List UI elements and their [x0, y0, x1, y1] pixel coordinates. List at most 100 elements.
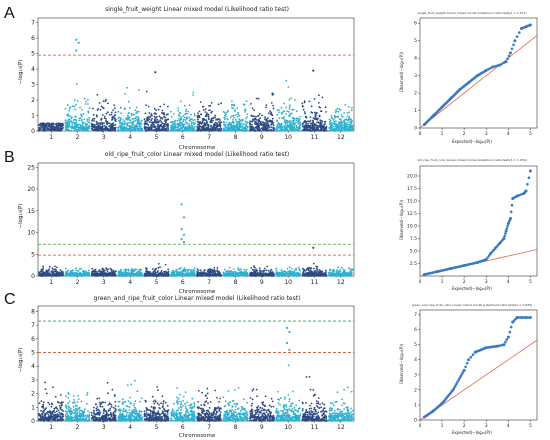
snp-point [81, 108, 83, 111]
snp-point [234, 118, 237, 120]
snp-point [125, 126, 127, 129]
snp-point [185, 127, 188, 130]
snp-point [128, 128, 131, 131]
snp-point [265, 123, 267, 126]
snp-point [40, 129, 43, 132]
snp-point [213, 125, 216, 127]
snp-point [324, 121, 326, 123]
snp-point [139, 268, 141, 271]
snp-point [218, 121, 220, 123]
x-axis-label: Chromosome [179, 289, 216, 295]
snp-point [213, 267, 216, 269]
snp-point [253, 128, 256, 131]
snp-point [238, 124, 241, 126]
snp-point [210, 120, 213, 123]
snp-point [174, 127, 176, 129]
snp-point [299, 115, 302, 118]
snp-point [335, 120, 337, 123]
snp-point [53, 129, 55, 132]
snp-point [224, 123, 227, 126]
snp-point [316, 117, 319, 120]
snp-point [278, 272, 280, 274]
snp-point [244, 270, 247, 272]
snp-point [51, 128, 53, 130]
snp-point [51, 126, 54, 129]
snp-point [288, 108, 291, 110]
snp-point [183, 129, 185, 132]
snp-point [66, 273, 69, 275]
snp-point [287, 86, 290, 88]
snp-point [186, 112, 189, 115]
snp-point [164, 119, 166, 121]
snp-point [319, 123, 321, 126]
snp-point [84, 103, 87, 105]
snp-point [201, 275, 204, 277]
snp-point [283, 127, 286, 130]
snp-point [213, 116, 216, 119]
snp-point [48, 124, 51, 127]
snp-point [349, 128, 352, 131]
snp-point [75, 103, 77, 106]
snp-point [289, 114, 291, 117]
snp-point [344, 127, 347, 130]
snp-point [264, 116, 266, 119]
snp-point [320, 110, 323, 112]
snp-point [42, 123, 45, 126]
snp-point [226, 275, 229, 277]
snp-point [259, 117, 261, 120]
snp-point [153, 273, 156, 276]
snp-point [336, 107, 339, 110]
snp-point [117, 117, 119, 120]
snp-point [165, 129, 168, 132]
snp-point [199, 269, 202, 272]
snp-point [196, 274, 198, 277]
snp-point [277, 274, 279, 277]
snp-point [156, 118, 159, 121]
snp-point [41, 122, 44, 125]
snp-point [43, 125, 46, 128]
snp-point [94, 269, 96, 271]
snp-point [328, 120, 331, 123]
snp-point [91, 118, 94, 121]
snp-point [196, 272, 199, 275]
snp-point [236, 122, 238, 125]
snp-point [144, 112, 147, 115]
snp-point [167, 127, 170, 130]
snp-point [249, 128, 251, 131]
snp-point [263, 267, 266, 270]
snp-point [245, 100, 248, 103]
outlier-point [75, 38, 78, 41]
snp-point [216, 269, 219, 271]
snp-point [297, 121, 299, 123]
snp-point [118, 122, 121, 124]
snp-point [126, 86, 128, 89]
snp-point [179, 117, 182, 120]
snp-point [299, 123, 302, 126]
snp-point [304, 125, 307, 128]
snp-point [53, 270, 56, 273]
snp-point [238, 118, 241, 121]
snp-point [96, 93, 99, 96]
snp-point [145, 268, 148, 270]
snp-point [270, 126, 273, 129]
snp-point [80, 126, 83, 129]
snp-point [203, 129, 205, 132]
snp-point [323, 126, 326, 129]
data-points [38, 203, 354, 277]
snp-point [70, 120, 73, 123]
snp-point [282, 128, 284, 131]
snp-point [153, 115, 156, 118]
snp-point [157, 121, 160, 124]
snp-point [210, 102, 213, 104]
snp-point [337, 129, 340, 132]
snp-point [246, 116, 249, 118]
snp-point [130, 112, 133, 115]
snp-point [148, 121, 151, 123]
snp-point [224, 118, 226, 120]
snp-point [54, 128, 56, 131]
snp-point [203, 124, 206, 127]
y-tick-label: 2 [31, 97, 35, 104]
snp-point [104, 100, 107, 102]
snp-point [198, 122, 201, 125]
snp-point [197, 118, 199, 121]
